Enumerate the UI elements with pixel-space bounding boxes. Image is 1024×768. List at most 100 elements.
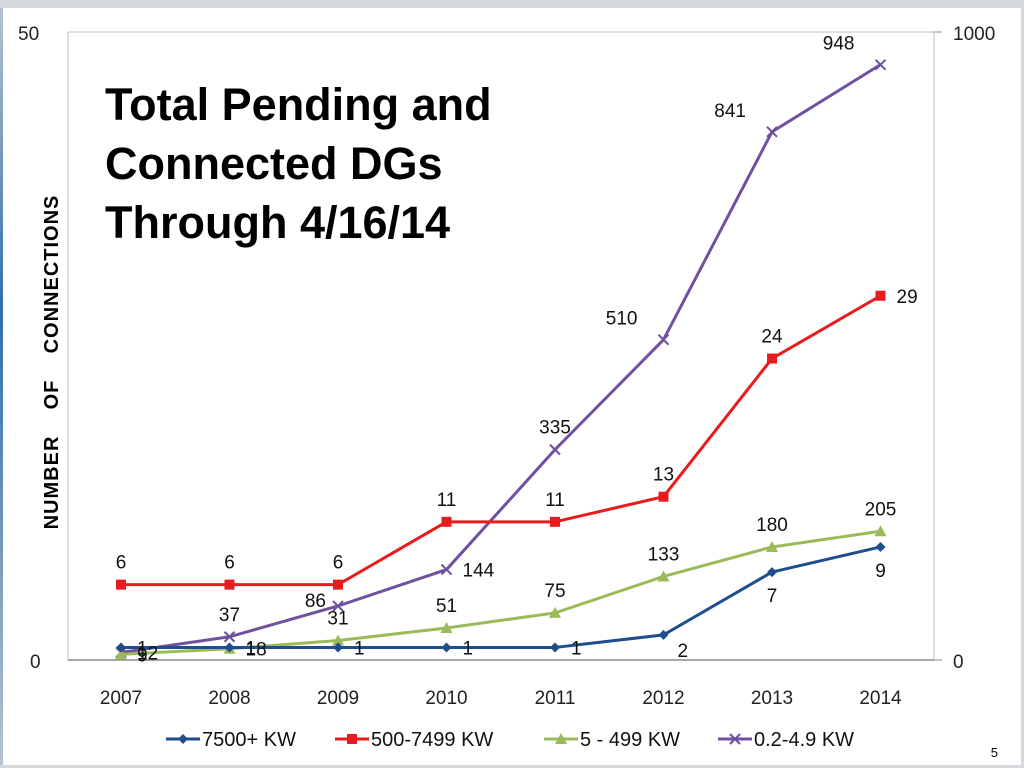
legend-label: 5 - 499 KW — [580, 729, 680, 751]
legend-item: 0.2-4.9 KW — [718, 729, 854, 751]
legend-label: 0.2-4.9 KW — [754, 729, 854, 751]
slide-edge-accent — [0, 8, 3, 765]
chart-series — [115, 58, 887, 660]
data-point-x-stroke — [657, 334, 670, 346]
slide — [3, 8, 1021, 765]
data-label: 133 — [648, 544, 680, 565]
data-label: 180 — [756, 515, 788, 536]
data-label: 6 — [224, 553, 235, 574]
y-left-tick-label: 0 — [30, 652, 41, 673]
data-label: 1 — [463, 638, 474, 659]
data-point-diamond — [658, 629, 669, 640]
data-label: 1 — [571, 638, 582, 659]
data-point-diamond — [333, 642, 343, 653]
data-point-triangle — [115, 648, 127, 660]
data-label: 144 — [463, 561, 495, 582]
chart-title-line-1: Total Pending and — [105, 79, 492, 130]
data-point-x-stroke — [332, 600, 344, 612]
data-point-diamond — [224, 642, 235, 653]
data-point-triangle — [555, 733, 567, 744]
series-7500-kw — [116, 541, 886, 653]
data-point-x-stroke — [440, 563, 453, 576]
y-right-tick-label: 0 — [953, 652, 964, 673]
data-label: 9 — [137, 645, 148, 666]
data-label: 37 — [219, 605, 240, 626]
data-point-x-stroke — [766, 126, 778, 138]
data-label: 13 — [653, 465, 674, 486]
data-label: 75 — [544, 581, 565, 602]
data-point-x-stroke — [729, 733, 741, 745]
data-point-diamond — [178, 734, 188, 744]
data-point-diamond — [550, 642, 560, 653]
data-point-diamond — [441, 642, 452, 653]
data-label: 510 — [606, 309, 638, 330]
data-point-x — [223, 631, 236, 643]
data-point-square — [441, 516, 452, 527]
data-label: 948 — [823, 34, 855, 55]
data-label: 9 — [875, 561, 886, 582]
legend-item: 500-7499 KW — [335, 729, 493, 751]
data-label: 1 — [137, 638, 148, 659]
chart-axes: 50 0 1000 0 2007 2008 2009 2010 2011 2012 2013 2014… — [18, 24, 995, 709]
series-line — [121, 294, 882, 587]
data-point-diamond — [875, 541, 886, 552]
data-label: 7 — [767, 586, 778, 607]
x-tick-label: 2014 — [859, 688, 902, 709]
data-point-square — [875, 290, 886, 301]
x-tick-label: 2009 — [317, 688, 359, 709]
legend-item: 7500+ KW — [166, 729, 296, 751]
y-axis-title: NUMBER OF CONNECTIONS — [41, 195, 63, 530]
data-label: 1 — [354, 638, 365, 659]
series-line — [120, 63, 882, 654]
data-label: 29 — [897, 287, 918, 308]
chart-title: Total Pending and Connected DGs Through … — [105, 75, 575, 252]
chart-legend: 7500+ KW 500-7499 KW 5 - 499 KW 0.2-4.9 KW — [166, 729, 854, 751]
data-point-diamond — [116, 642, 126, 653]
data-point-triangle — [657, 570, 670, 582]
data-point-triangle — [874, 525, 887, 537]
data-point-square — [116, 579, 126, 590]
data-label: 31 — [327, 609, 348, 630]
series-line — [121, 545, 881, 649]
data-label: 841 — [714, 101, 746, 122]
legend-label: 500-7499 KW — [371, 729, 493, 751]
data-point-x — [874, 58, 887, 71]
data-point-triangle — [332, 634, 344, 646]
data-point-square — [333, 579, 343, 590]
slide-number: 5 — [990, 745, 998, 760]
data-point-x — [729, 733, 741, 745]
y-right-tick-label: 1000 — [953, 24, 995, 45]
data-label: 12 — [137, 643, 158, 664]
data-point-x-stroke — [223, 631, 236, 643]
x-tick-label: 2013 — [751, 688, 793, 709]
data-point-triangle — [440, 621, 453, 633]
data-label: 18 — [246, 640, 267, 661]
data-label: 51 — [436, 596, 457, 617]
data-label: 1 — [246, 638, 257, 659]
data-label: 6 — [116, 553, 127, 574]
x-tick-label: 2011 — [535, 688, 576, 709]
legend-label: 7500+ KW — [202, 729, 296, 751]
data-label: 205 — [865, 499, 897, 520]
data-label: 11 — [437, 490, 457, 511]
chart-title-line-2: Connected DGs — [105, 138, 443, 189]
data-point-triangle — [549, 606, 561, 618]
data-point-square — [224, 579, 235, 590]
data-point-square — [347, 734, 357, 744]
legend-item: 5 - 499 KW — [544, 729, 680, 751]
data-point-x — [549, 443, 561, 456]
data-point-square — [767, 353, 777, 364]
data-point-diamond — [767, 567, 777, 578]
x-tick-label: 2007 — [100, 688, 142, 709]
x-tick-label: 2010 — [425, 688, 467, 709]
data-point-x — [332, 600, 344, 612]
data-label: 11 — [545, 490, 565, 511]
data-point-square — [550, 516, 560, 527]
data-point-x-stroke — [874, 58, 887, 71]
data-label: 335 — [539, 418, 571, 439]
data-label: 24 — [761, 327, 783, 348]
data-point-triangle — [766, 540, 778, 552]
data-point-x — [766, 126, 778, 138]
